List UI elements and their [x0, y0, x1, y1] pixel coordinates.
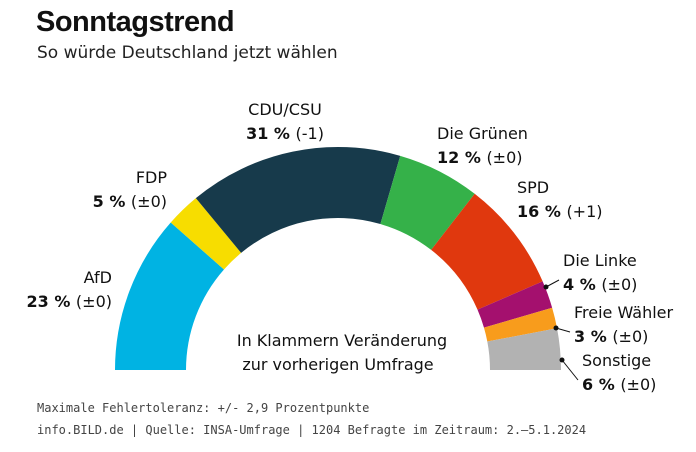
label-fdp: FDP	[136, 168, 168, 187]
slice-sonstige	[487, 328, 561, 370]
value-fdp: 5 % (±0)	[93, 192, 167, 211]
slice-die-linke	[477, 281, 553, 328]
value-spd: 16 % (+1)	[517, 202, 603, 221]
label-die-gruenen: Die Grünen	[437, 124, 528, 143]
value-cdu-csu: 31 % (-1)	[246, 124, 324, 143]
slice-spd	[431, 193, 543, 310]
leader-line-sonstige	[561, 359, 579, 381]
leader-line-die-linke	[545, 279, 560, 288]
label-freie-waehler: Freie Wähler	[574, 303, 674, 322]
slice-freie-waehler	[483, 307, 558, 342]
value-sonstige: 6 % (±0)	[582, 375, 656, 394]
chart-title: Sonntagstrend	[36, 6, 235, 38]
source-note: info.BILD.de | Quelle: INSA-Umfrage | 12…	[37, 423, 587, 437]
slice-fdp	[170, 198, 242, 270]
slice-die-gruenen	[380, 155, 475, 250]
label-sonstige: Sonstige	[582, 351, 651, 370]
label-cdu-csu: CDU/CSU	[248, 100, 322, 119]
slice-cdu-csu	[195, 146, 401, 253]
chart-subtitle: So würde Deutschland jetzt wählen	[37, 43, 338, 63]
center-note-line-2: zur vorherigen Umfrage	[242, 355, 433, 374]
value-die-gruenen: 12 % (±0)	[437, 148, 523, 167]
label-spd: SPD	[517, 178, 549, 197]
slice-afd	[115, 222, 224, 370]
value-freie-waehler: 3 % (±0)	[574, 327, 648, 346]
error-margin-note: Maximale Fehlertoleranz: +/- 2,9 Prozent…	[37, 401, 370, 415]
center-note-line-1: In Klammern Veränderung	[237, 331, 447, 350]
value-die-linke: 4 % (±0)	[563, 275, 637, 294]
label-afd: AfD	[84, 268, 112, 287]
value-afd: 23 % (±0)	[26, 292, 112, 311]
label-die-linke: Die Linke	[563, 251, 637, 270]
leader-line-freie-waehler	[555, 327, 571, 333]
